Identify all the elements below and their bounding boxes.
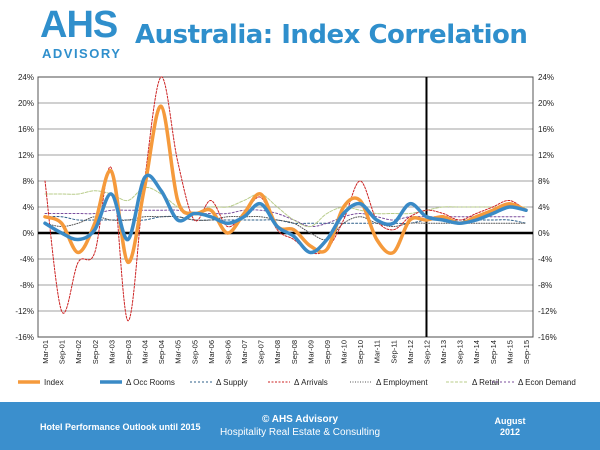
series-line-employment — [44, 216, 527, 241]
y-tick-left: 16% — [18, 125, 34, 134]
x-tick-label: Mar-15 — [505, 340, 514, 364]
x-tick-label: Sep-07 — [257, 340, 266, 364]
x-tick-label: Mar-14 — [472, 340, 481, 364]
legend-label-occ-rooms: Δ Occ Rooms — [126, 378, 175, 387]
x-tick-label: Mar-02 — [74, 340, 83, 364]
y-tick-right: 4% — [538, 203, 550, 212]
x-tick-label: Mar-10 — [340, 340, 349, 364]
y-tick-left: -4% — [20, 255, 34, 264]
series-line-retail — [44, 186, 527, 228]
x-tick-label: Mar-06 — [207, 340, 216, 364]
y-tick-right: 8% — [538, 177, 550, 186]
legend-label-arrivals: Δ Arrivals — [294, 378, 328, 387]
y-tick-right: 24% — [538, 73, 554, 82]
y-tick-left: 8% — [22, 177, 34, 186]
logo-text: AHS — [40, 4, 118, 46]
x-tick-label: Sep-06 — [223, 340, 232, 364]
legend-label-employment: Δ Employment — [376, 378, 428, 387]
x-tick-label: Mar-09 — [306, 340, 315, 364]
y-tick-left: -8% — [20, 281, 34, 290]
y-tick-left: 20% — [18, 99, 34, 108]
y-tick-right: 20% — [538, 99, 554, 108]
footer-year: 2012 — [499, 427, 521, 437]
y-tick-right: 0% — [538, 229, 550, 238]
x-tick-label: Mar-08 — [273, 340, 282, 364]
ahs-advisory-logo: AHS ADVISORY — [30, 4, 130, 66]
legend-label-index: Index — [44, 378, 64, 387]
x-tick-label: Sep-12 — [422, 340, 431, 364]
x-tick-label: Sep-05 — [190, 340, 199, 364]
x-tick-label: Sep-09 — [323, 340, 332, 364]
x-tick-label: Sep-15 — [522, 340, 531, 364]
x-tick-label: Sep-10 — [356, 340, 365, 364]
x-tick-label: Mar-03 — [107, 340, 116, 364]
x-tick-label: Sep-08 — [290, 340, 299, 364]
x-tick-label: Mar-12 — [406, 340, 415, 364]
y-tick-right: -8% — [538, 281, 552, 290]
y-tick-left: 0% — [22, 229, 34, 238]
x-tick-label: Mar-04 — [141, 340, 150, 364]
y-tick-left: 24% — [18, 73, 34, 82]
legend-label-retail: Δ Retail — [472, 378, 500, 387]
legend-label-econ-demand: Δ Econ Demand — [518, 378, 576, 387]
x-tick-label: Sep-01 — [58, 340, 67, 364]
index-correlation-chart: 24% 24% 20% 20% 16% 16% 12% 12% 8% 8% 4% 4% 0% 0% -4% -… — [15, 73, 576, 387]
page-title: Australia: Index Correlation — [135, 20, 528, 50]
y-tick-right: -12% — [538, 307, 557, 316]
x-tick-label: Mar-05 — [174, 340, 183, 364]
x-tick-label: Sep-13 — [456, 340, 465, 364]
x-tick-label: Sep-03 — [124, 340, 133, 364]
footer-date: August 2012 — [490, 416, 530, 438]
footer-left-text: Hotel Performance Outlook until 2015 — [40, 422, 201, 432]
y-tick-right: 12% — [538, 151, 554, 160]
y-tick-right: 16% — [538, 125, 554, 134]
logo-subtext: ADVISORY — [42, 46, 122, 61]
y-tick-left: -16% — [15, 333, 34, 342]
x-tick-label: Sep-04 — [157, 340, 166, 364]
footer-bar: Hotel Performance Outlook until 2015 © A… — [0, 402, 600, 450]
y-tick-left: -12% — [15, 307, 34, 316]
y-tick-left: 4% — [22, 203, 34, 212]
y-tick-right: -4% — [538, 255, 552, 264]
footer-tagline: Hospitality Real Estate & Consulting — [219, 427, 381, 438]
legend-label-supply: Δ Supply — [216, 378, 248, 387]
x-tick-label: Mar-13 — [439, 340, 448, 364]
x-tick-label: Sep-14 — [489, 340, 498, 364]
footer-company: © AHS Advisory — [261, 414, 339, 425]
x-tick-label: Mar-11 — [373, 340, 382, 363]
x-tick-label: Mar-07 — [240, 340, 249, 364]
series-line-occ-rooms — [43, 173, 528, 255]
x-tick-label: Sep-02 — [91, 340, 100, 364]
y-tick-right: -16% — [538, 333, 557, 342]
footer-month: August — [494, 416, 526, 426]
x-tick-label: Sep-11 — [389, 340, 398, 364]
x-tick-label: Mar-01 — [41, 340, 50, 364]
y-tick-left: 12% — [18, 151, 34, 160]
